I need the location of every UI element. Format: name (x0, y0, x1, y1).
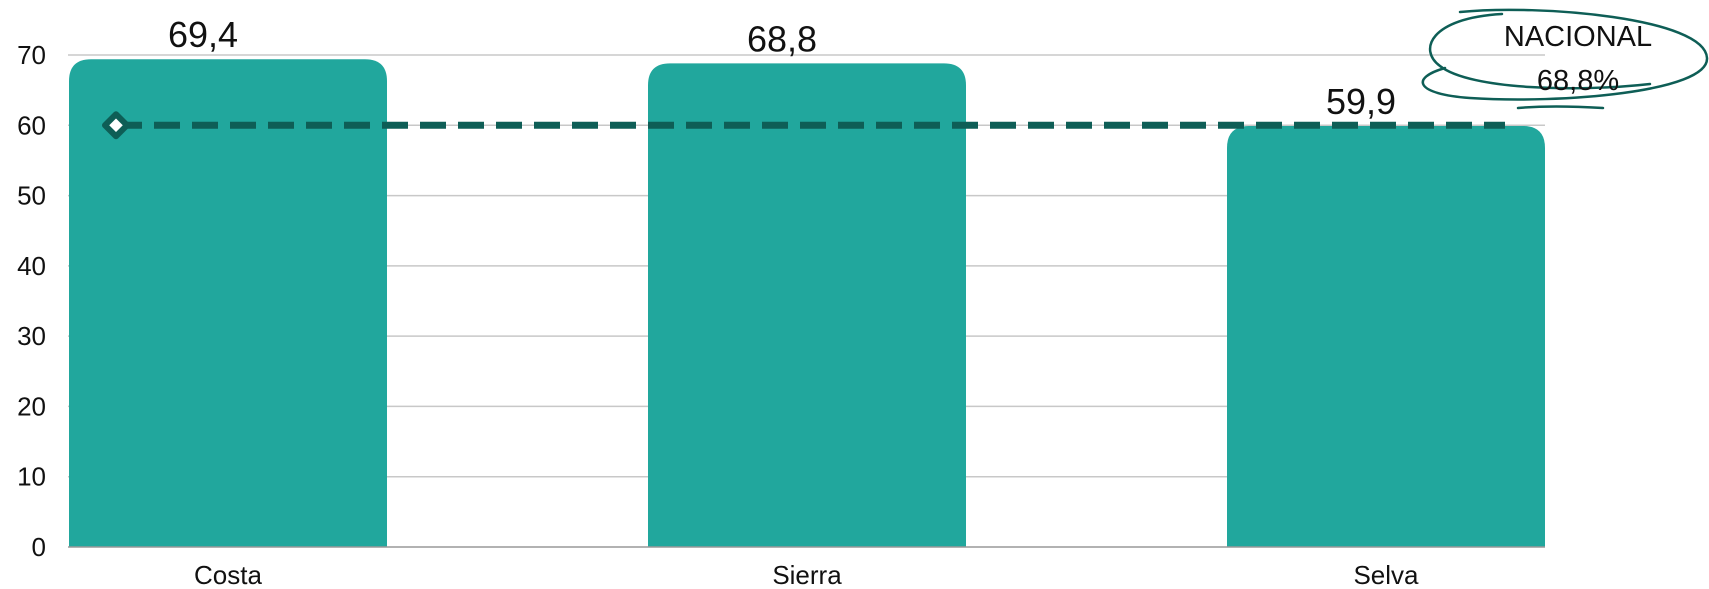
y-axis-tick-labels: 0 10 20 30 40 50 60 70 (17, 40, 46, 562)
x-category-label: Selva (1353, 560, 1419, 589)
y-tick-label: 0 (32, 532, 46, 562)
national-annotation: NACIONAL 68,8% (1421, 8, 1709, 110)
diamond-marker-icon (102, 111, 130, 140)
y-tick-label: 30 (17, 321, 46, 351)
bar (648, 63, 966, 547)
y-tick-label: 60 (17, 110, 46, 140)
data-label: 68,8 (747, 18, 817, 59)
data-label: 59,9 (1326, 81, 1396, 122)
annotation-title: NACIONAL (1504, 21, 1652, 53)
reference-line-group (102, 111, 1505, 140)
y-tick-label: 40 (17, 251, 46, 281)
bar (69, 59, 387, 548)
bars (69, 59, 1545, 548)
y-tick-label: 10 (17, 462, 46, 492)
x-axis-category-labels: Costa Sierra Selva (194, 560, 1419, 589)
annotation-value: 68,8% (1537, 65, 1619, 97)
data-label: 69,4 (168, 14, 238, 55)
x-category-label: Costa (194, 560, 262, 589)
y-tick-label: 70 (17, 40, 46, 70)
hand-drawn-ellipse-icon (1421, 8, 1709, 110)
bar (1227, 125, 1545, 547)
data-labels: 69,4 68,8 59,9 (168, 14, 1396, 122)
y-tick-label: 20 (17, 391, 46, 421)
x-category-label: Sierra (772, 560, 842, 589)
y-tick-label: 50 (17, 181, 46, 211)
